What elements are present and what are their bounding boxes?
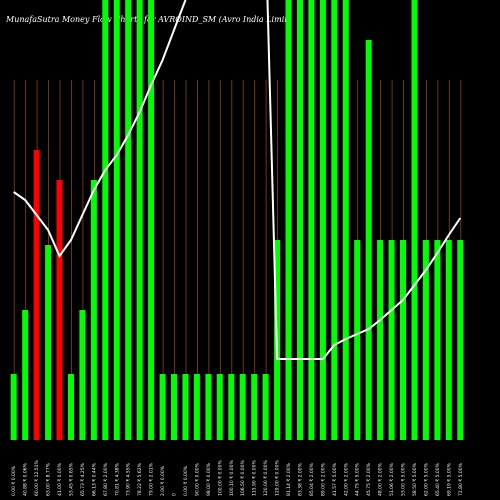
bar: [113, 0, 120, 440]
chart-title: MunafaSutra Money Flow Charts for AVROIN…: [5, 15, 288, 24]
bar: [422, 240, 429, 440]
x-tick-label: 89.00 ₹ 2.00%: [320, 462, 326, 496]
x-tick-label: 42.00 ₹ 2.00%: [343, 462, 349, 496]
x-tick-label: 106.50 ₹ 0.00%: [240, 460, 246, 496]
bar: [411, 0, 418, 440]
bar: [251, 374, 258, 440]
x-tick-label: 58.50 ₹ 5.00%: [412, 462, 418, 496]
bar: [125, 0, 132, 440]
bar: [33, 150, 40, 440]
x-tick-label: 41.57 ₹ 5.00%: [332, 462, 338, 496]
x-tick-label: 63.00 ₹ 8.77%: [46, 462, 52, 496]
bar: [90, 180, 97, 440]
x-tick-label: 41.00 ₹ 0.00%: [57, 462, 63, 496]
bar: [205, 374, 212, 440]
x-tick-label: 115.90 ₹ 0.00%: [252, 460, 258, 496]
x-tick-label: 65.40 ₹ 5.00%: [435, 462, 441, 496]
x-tick-label: 53.45 ₹ 0.65%: [69, 462, 75, 496]
bar: [239, 374, 246, 440]
x-tick-label: 120.00 ₹ 0.00%: [263, 460, 269, 496]
bar: [193, 374, 200, 440]
bar: [342, 0, 349, 440]
x-tick-label: 0.00 ₹ 0.00%: [11, 465, 17, 496]
x-tick-label: 85.04 ₹ 2.00%: [309, 462, 315, 496]
x-tick-label: 44.75 ₹ 5.00%: [355, 462, 361, 496]
x-tick-label: 40.88 ₹ 0.06%: [23, 462, 29, 496]
bar: [297, 0, 303, 440]
x-tick-label: 100.00 ₹ 0.00%: [217, 460, 223, 496]
bar: [319, 0, 326, 440]
bar: [377, 240, 384, 440]
money-flow-line: [13, 0, 462, 360]
bar: [216, 374, 223, 440]
x-tick-label: 81.14 ₹ 2.00%: [286, 462, 292, 496]
x-tick-label: 0: [172, 493, 178, 496]
x-tick-label: 69.19 ₹ 5.00%: [446, 462, 452, 496]
bar: [10, 374, 17, 440]
bar: [171, 374, 177, 440]
x-tick-label: 2.00 ₹ 0.00%: [160, 465, 166, 496]
x-tick-label: 70.81 ₹ 4.38%: [114, 462, 120, 496]
bar: [331, 0, 338, 440]
x-tick-label: 65.73 ₹ 4.25%: [80, 462, 86, 496]
bar: [400, 240, 406, 440]
bar: [262, 374, 269, 440]
bar: [22, 310, 29, 440]
bars: [10, 0, 464, 440]
bar: [354, 240, 361, 440]
bar: [148, 0, 155, 440]
bar: [182, 374, 189, 440]
x-tick-label: 66.13 ₹ 0.44%: [91, 462, 97, 496]
bar: [434, 240, 441, 440]
x-tick-label: 83.38 ₹ 2.00%: [298, 462, 304, 496]
x-tick-label: 72.80 ₹ 5.00%: [458, 462, 464, 496]
bar: [388, 240, 395, 440]
bar: [79, 310, 86, 440]
x-tick-label: 0.00 ₹ 0.00%: [183, 465, 189, 496]
bar: [159, 374, 166, 440]
x-tick-label: 45.75 ₹ 2.00%: [366, 462, 372, 496]
bar: [445, 240, 452, 440]
x-tick-label: 73.90 ₹ 4.55%: [126, 462, 132, 496]
x-tick-label: 62.00 ₹ 5.00%: [423, 462, 429, 496]
x-tick-label: 53.00 ₹ 5.00%: [401, 462, 407, 496]
x-tick-label: 48.00 ₹ 2.00%: [378, 462, 384, 496]
bar: [228, 374, 235, 440]
bar: [457, 240, 464, 440]
x-tick-labels: 0.00 ₹ 0.00% 40.88 ₹ 0.06% 60.00 ₹ 12.51% 6…: [11, 460, 464, 496]
x-tick-label: 51.06 ₹ 2.00%: [389, 462, 395, 496]
x-tick-label: 129.00 ₹ 0.00%: [275, 460, 281, 496]
x-tick-label: 90.00 ₹ 0.00%: [194, 462, 200, 496]
x-tick-label: 79.00 ₹ 2.01%: [149, 462, 155, 496]
x-tick-label: 100.10 ₹ 0.00%: [229, 460, 235, 496]
bar: [102, 0, 109, 440]
x-tick-label: 98.00 ₹ 0.00%: [206, 462, 212, 496]
bar: [45, 245, 52, 440]
bar: [308, 0, 315, 440]
x-tick-label: 60.00 ₹ 12.51%: [34, 460, 40, 496]
bar: [285, 0, 292, 440]
bar: [68, 374, 74, 440]
x-tick-label: 78.22 ₹ 5.62%: [137, 462, 143, 496]
bar: [136, 0, 143, 440]
bar: [365, 40, 372, 440]
x-tick-label: 67.80 ₹ 2.00%: [103, 462, 109, 496]
bar: [56, 180, 63, 440]
